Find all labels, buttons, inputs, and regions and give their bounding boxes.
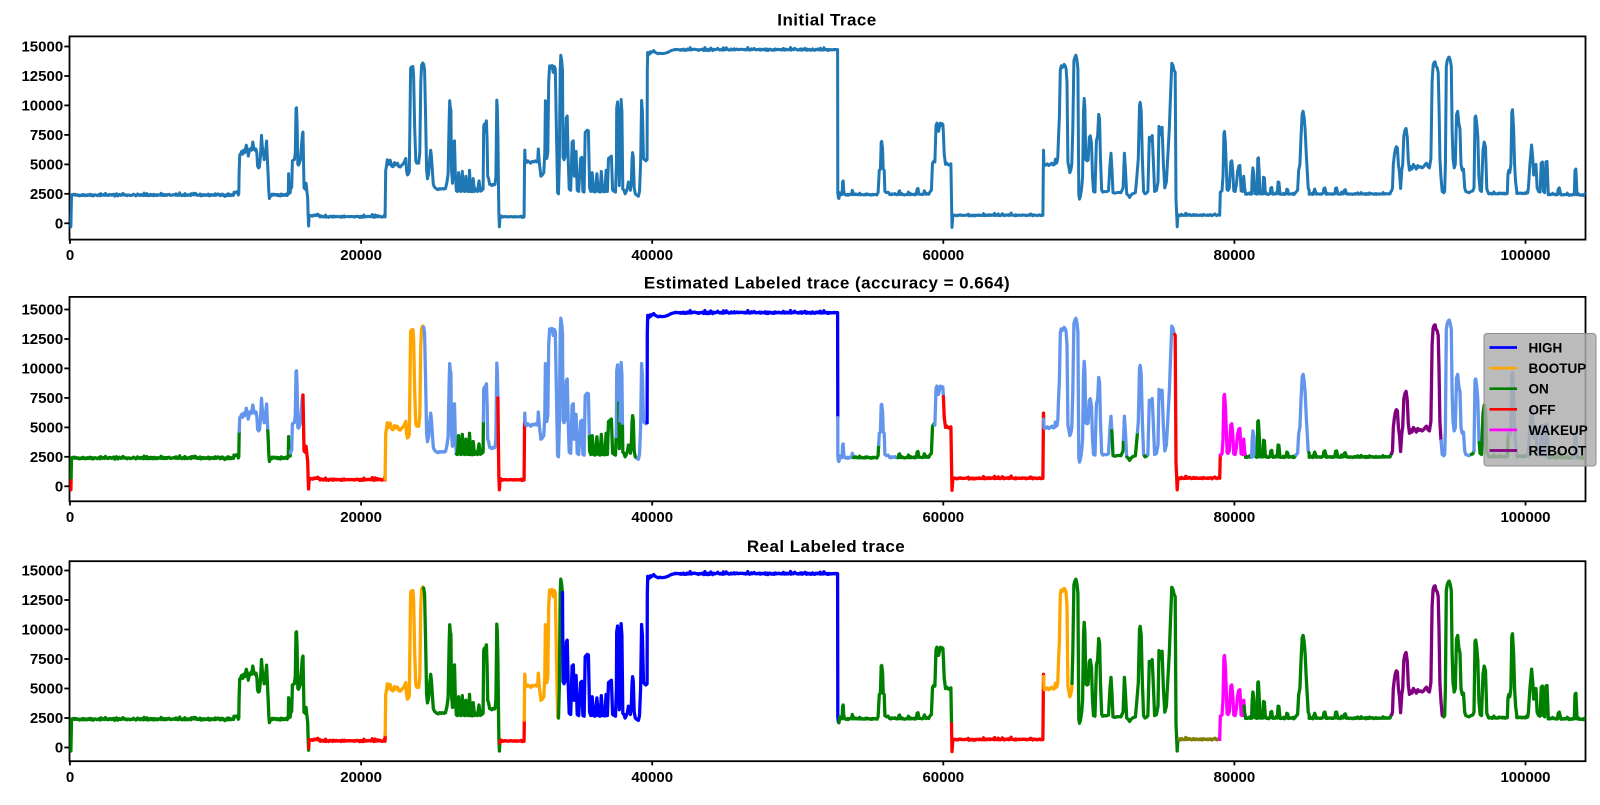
svg-text:10000: 10000	[21, 98, 63, 115]
svg-text:0: 0	[55, 216, 63, 233]
svg-text:15000: 15000	[21, 39, 63, 56]
svg-text:REBOOT: REBOOT	[1529, 444, 1588, 459]
svg-text:40000: 40000	[631, 247, 673, 264]
svg-text:0: 0	[55, 740, 63, 757]
svg-text:60000: 60000	[922, 247, 964, 264]
svg-text:5000: 5000	[30, 157, 63, 174]
svg-text:20000: 20000	[340, 509, 382, 526]
svg-text:40000: 40000	[631, 509, 673, 526]
svg-text:15000: 15000	[21, 302, 63, 319]
svg-text:7500: 7500	[30, 651, 63, 668]
svg-text:20000: 20000	[340, 247, 382, 264]
svg-text:12500: 12500	[21, 68, 63, 85]
svg-text:Initial Trace: Initial Trace	[777, 11, 876, 30]
svg-text:0: 0	[66, 247, 74, 264]
svg-text:60000: 60000	[922, 509, 964, 526]
svg-text:BOOTUP: BOOTUP	[1529, 361, 1587, 376]
svg-text:10000: 10000	[21, 361, 63, 378]
svg-text:5000: 5000	[30, 420, 63, 437]
svg-text:20000: 20000	[340, 769, 382, 786]
svg-text:12500: 12500	[21, 331, 63, 348]
svg-text:2500: 2500	[30, 710, 63, 727]
svg-text:HIGH: HIGH	[1529, 341, 1563, 356]
svg-text:ON: ON	[1529, 382, 1549, 397]
svg-text:Real Labeled trace: Real Labeled trace	[747, 537, 905, 556]
svg-text:100000: 100000	[1500, 247, 1550, 264]
svg-text:100000: 100000	[1500, 509, 1550, 526]
svg-text:2500: 2500	[30, 449, 63, 466]
svg-text:15000: 15000	[21, 563, 63, 580]
svg-text:80000: 80000	[1214, 247, 1256, 264]
svg-text:0: 0	[66, 769, 74, 786]
svg-text:0: 0	[55, 479, 63, 496]
svg-text:7500: 7500	[30, 390, 63, 407]
svg-text:60000: 60000	[922, 769, 964, 786]
svg-text:80000: 80000	[1214, 509, 1256, 526]
svg-text:0: 0	[66, 509, 74, 526]
svg-text:12500: 12500	[21, 592, 63, 609]
svg-text:Estimated Labeled trace (accur: Estimated Labeled trace (accuracy = 0.66…	[644, 274, 1010, 293]
svg-text:OFF: OFF	[1529, 402, 1556, 417]
svg-text:5000: 5000	[30, 681, 63, 698]
svg-text:2500: 2500	[30, 186, 63, 203]
svg-text:40000: 40000	[631, 769, 673, 786]
svg-text:7500: 7500	[30, 127, 63, 144]
svg-text:100000: 100000	[1500, 769, 1550, 786]
svg-text:10000: 10000	[21, 622, 63, 639]
svg-text:80000: 80000	[1214, 769, 1256, 786]
svg-text:WAKEUP: WAKEUP	[1529, 423, 1588, 438]
